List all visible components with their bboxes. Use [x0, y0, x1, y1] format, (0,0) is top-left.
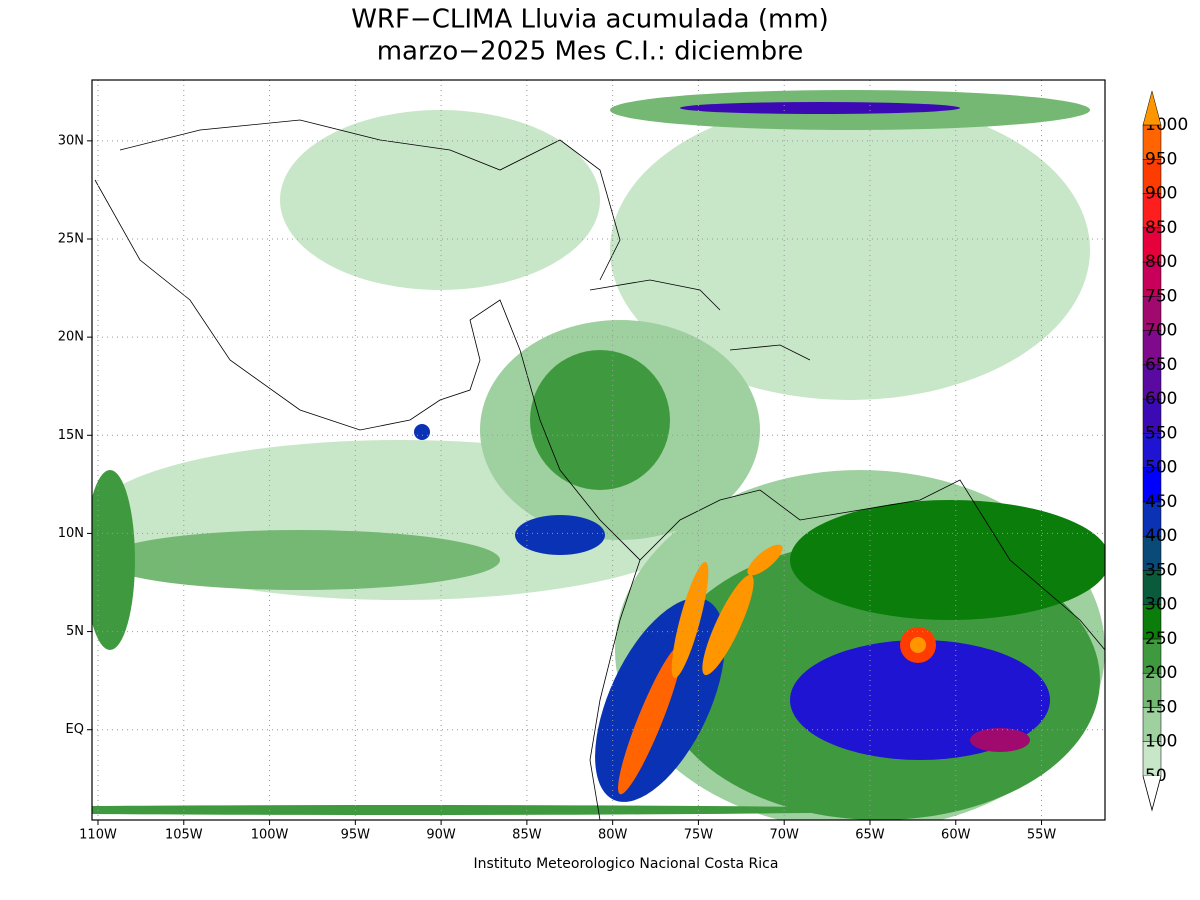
x-tick-label: 110W	[79, 828, 117, 843]
coastlines	[94, 119, 1105, 820]
y-tick-label: EQ	[66, 722, 84, 737]
colorbar-label: 250	[1145, 629, 1177, 649]
map-frame	[91, 79, 1106, 821]
colorbar: 5010015020025030035040045050055060065070…	[1142, 90, 1188, 812]
colorbar-label: 650	[1145, 355, 1177, 375]
colorbar-label: 700	[1145, 321, 1177, 341]
colorbar-label: 750	[1145, 286, 1177, 306]
colorbar-label: 150	[1145, 697, 1177, 717]
colorbar-label: 400	[1145, 526, 1177, 546]
colorbar-bottom-arrow	[1142, 775, 1162, 812]
title-line: WRF−CLIMA Lluvia acumulada (mm)	[351, 5, 829, 35]
x-tick-label: 90W	[426, 828, 456, 843]
x-tick-label: 100W	[251, 828, 289, 843]
colorbar-label: 600	[1145, 389, 1177, 409]
y-tick-label: 10N	[58, 526, 84, 541]
y-tick-label: 15N	[58, 428, 84, 443]
y-tick-label: 25N	[58, 231, 84, 246]
y-tick-label: 5N	[66, 624, 84, 639]
colorbar-label: 800	[1145, 252, 1177, 272]
colorbar-label: 450	[1145, 492, 1177, 512]
colorbar-top-arrow	[1142, 90, 1162, 126]
precip-field	[92, 90, 1105, 820]
x-tick-label: 105W	[165, 828, 203, 843]
colorbar-label: 200	[1145, 663, 1177, 683]
colorbar-label: 900	[1145, 184, 1177, 204]
y-tick-label: 20N	[58, 330, 84, 345]
colorbar-label: 550	[1145, 423, 1177, 443]
x-tick-label: 55W	[1027, 828, 1057, 843]
x-tick-label: 70W	[769, 828, 799, 843]
x-tick-label: 60W	[941, 828, 971, 843]
axes: 110W 105W 100W 95W 90W 85W 80W 75W 70W 65W 60W 55W E…	[58, 80, 1105, 843]
y-tick-label: 30N	[58, 133, 84, 148]
colorbar-label: 100	[1145, 732, 1177, 752]
colorbar-label: 350	[1145, 560, 1177, 580]
x-tick-label: 75W	[684, 828, 714, 843]
x-tick-label: 80W	[598, 828, 628, 843]
colorbar-label: 300	[1145, 595, 1177, 615]
x-tick-label: 65W	[855, 828, 885, 843]
credit: Instituto Meteorologico Nacional Costa R…	[474, 856, 779, 872]
colorbar-label: 500	[1145, 458, 1177, 478]
x-tick-label: 85W	[512, 828, 542, 843]
colorbar-label: 850	[1145, 218, 1177, 238]
colorbar-label: 950	[1145, 149, 1177, 169]
title-line: marzo−2025 Mes C.I.: diciembre	[377, 37, 804, 67]
x-tick-label: 95W	[341, 828, 371, 843]
